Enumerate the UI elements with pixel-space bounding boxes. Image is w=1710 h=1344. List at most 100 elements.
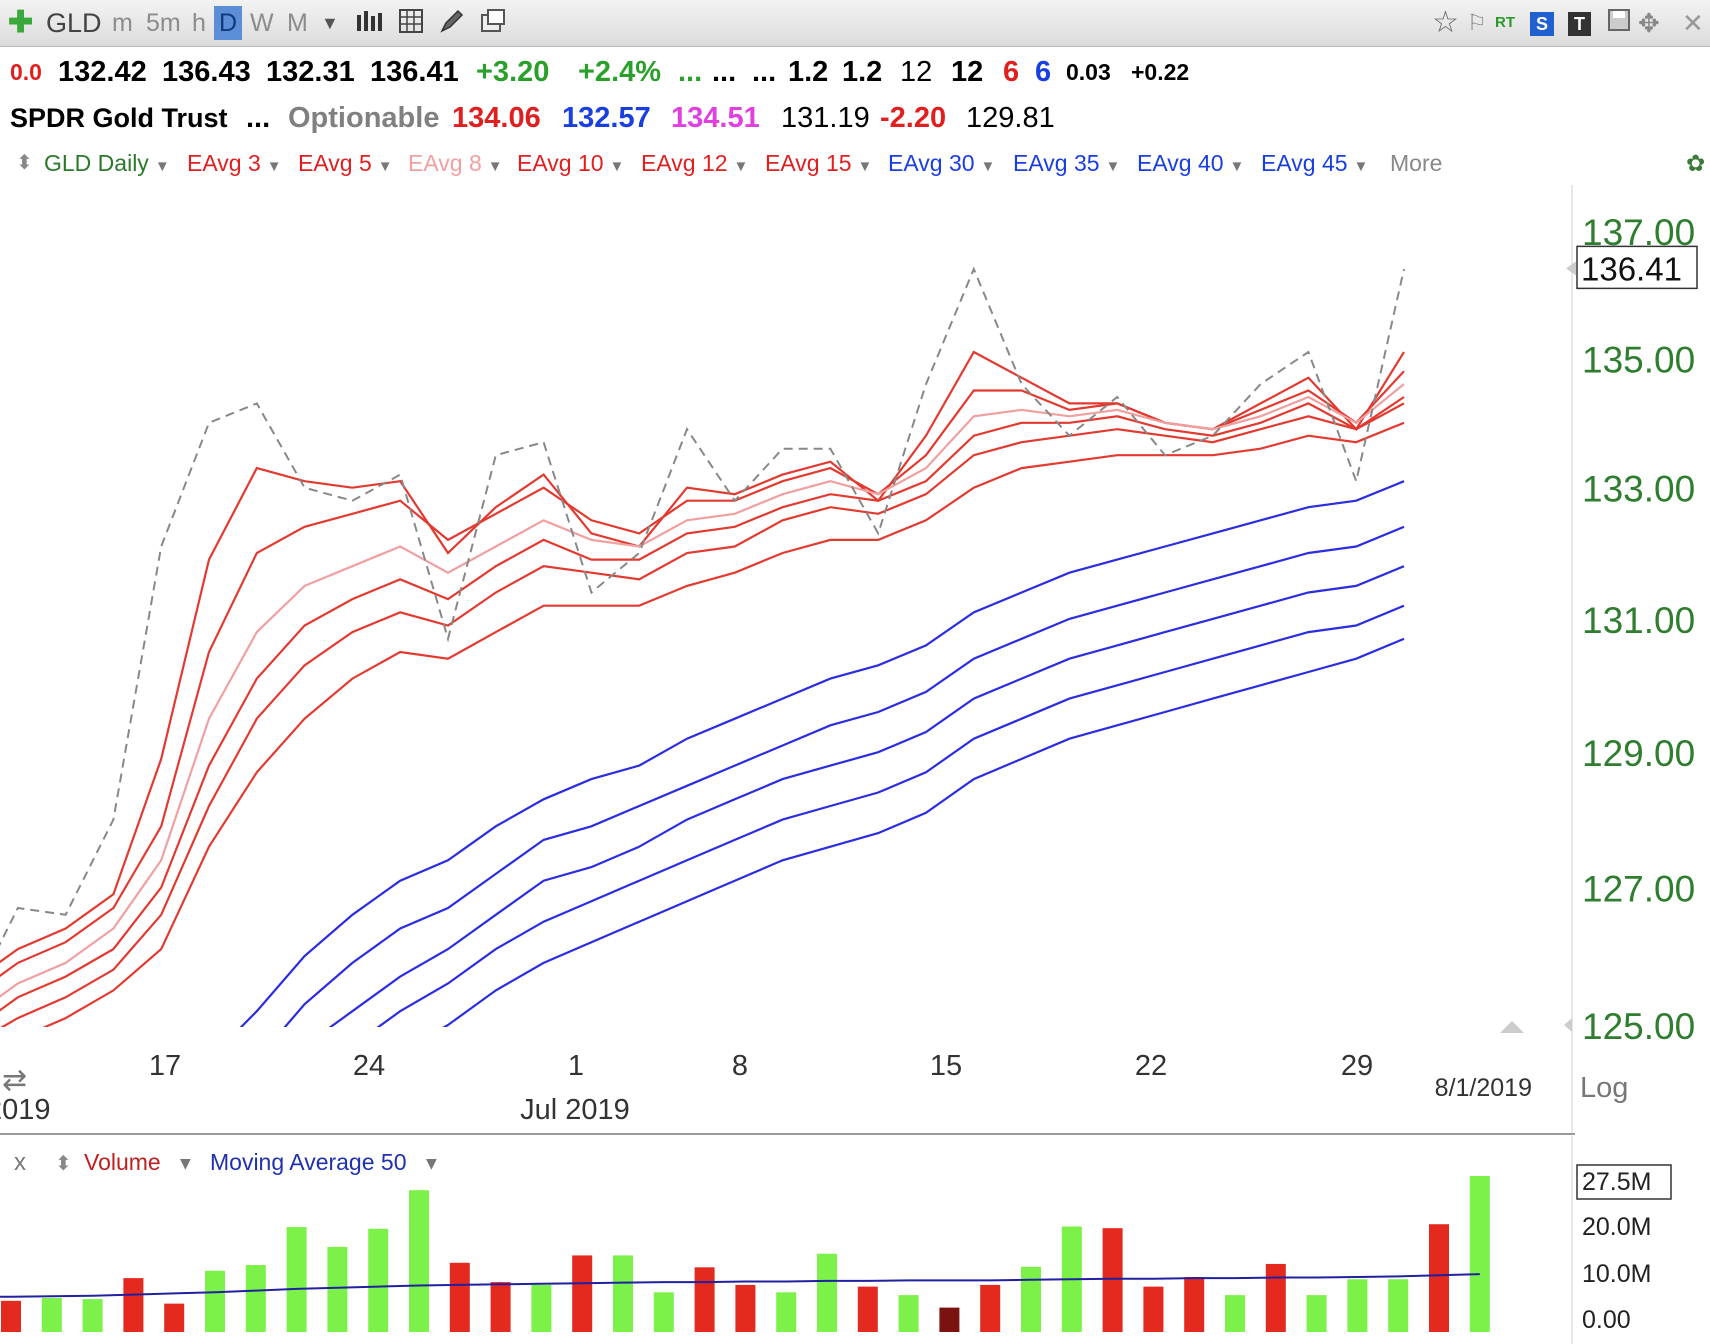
volume-bar [1265, 1263, 1286, 1332]
x-tick-label: 22 [1135, 1050, 1167, 1082]
study-item[interactable]: EAvg 45 ▼ [1261, 145, 1368, 185]
chart-toolbar: ✚ GLD m 5m h D W M ▼ ☆ ⚐ RT S T ✥ ✕ [0, 0, 1710, 47]
bar-chart-icon[interactable] [355, 7, 385, 40]
flag-icon[interactable]: ⚐ [1467, 10, 1487, 35]
quote-value: SPDR Gold Trust [10, 103, 228, 133]
volume-bar [41, 1297, 62, 1332]
quote-value: 1.2 [842, 56, 883, 88]
x-end-date-label: 8/1/2019 [1435, 1074, 1532, 1102]
quote-value: 136.43 [162, 56, 251, 88]
timeframe-minute[interactable]: m [112, 9, 133, 37]
last-price-box [1576, 245, 1698, 290]
study-item[interactable]: EAvg 8 ▼ [408, 145, 503, 185]
plus-icon[interactable]: ✚ [8, 6, 34, 39]
volume-bar [939, 1307, 960, 1332]
timeframe-weekly[interactable]: W [250, 9, 274, 37]
chevron-down-icon[interactable]: ▼ [1353, 158, 1369, 175]
s-toggle[interactable]: S [1530, 12, 1555, 36]
t-toggle[interactable]: T [1568, 12, 1591, 36]
quote-value: +0.22 [1131, 59, 1190, 85]
timeframe-hour[interactable]: h [192, 9, 206, 37]
panel-divider[interactable] [0, 1133, 1575, 1135]
volume-tick-label: 27.5M [1582, 1168, 1651, 1196]
grid-icon[interactable] [398, 7, 426, 42]
timeframe-5min[interactable]: 5m [146, 9, 181, 37]
log-scale-toggle[interactable]: Log [1580, 1072, 1628, 1104]
volume-bar [1184, 1276, 1205, 1332]
chevron-down-icon[interactable]: ▼ [733, 158, 749, 175]
palette-icon[interactable]: ✿ [1686, 150, 1706, 176]
study-item[interactable]: EAvg 3 ▼ [187, 145, 282, 185]
chevron-down-icon[interactable]: ▼ [154, 158, 170, 175]
study-item[interactable]: EAvg 35 ▼ [1013, 145, 1120, 185]
study-item[interactable]: EAvg 30 ▼ [888, 145, 995, 185]
close-icon[interactable]: ✕ [1682, 8, 1704, 38]
study-item[interactable]: GLD Daily ▼ [44, 145, 170, 185]
star-icon[interactable]: ☆ [1432, 6, 1459, 39]
volume-bar [898, 1295, 919, 1332]
chevron-down-icon[interactable]: ▼ [1229, 158, 1245, 175]
x-tick-label: 1 [568, 1050, 584, 1082]
chevron-down-icon[interactable]: ▼ [857, 158, 873, 175]
study-item[interactable]: EAvg 40 ▼ [1137, 145, 1244, 185]
chevron-down-icon[interactable]: ▼ [377, 158, 393, 175]
moving-average-label[interactable]: Moving Average 50 [210, 1149, 407, 1175]
move-icon[interactable]: ✥ [1638, 8, 1660, 38]
volume-bar [1, 1300, 21, 1332]
x-period-label: 2019 [0, 1094, 51, 1126]
volume-study-label[interactable]: Volume [84, 1149, 161, 1175]
refresh-icon[interactable]: ⇄ [2, 1063, 27, 1098]
chevron-down-icon[interactable]: ▼ [426, 1156, 437, 1172]
y-tick-label: 131.00 [1582, 600, 1695, 641]
chevron-down-icon[interactable]: ▼ [180, 1156, 191, 1172]
scroll-up-icon[interactable] [1500, 1021, 1524, 1033]
x-period-label: Jul 2019 [520, 1094, 630, 1126]
volume-bar [123, 1278, 144, 1332]
volume-tick-label: 0.00 [1582, 1306, 1631, 1334]
timeframe-monthly[interactable]: M [287, 9, 308, 37]
volume-bar [164, 1303, 185, 1332]
panel-scroll-icon[interactable]: ⬍ [55, 1151, 72, 1175]
chart-scroll-icon[interactable]: ⬍ [16, 152, 33, 174]
ema-line-blue [283, 525, 1405, 1027]
study-label: EAvg 35 [1013, 150, 1100, 176]
study-label: EAvg 40 [1137, 150, 1224, 176]
study-item[interactable]: EAvg 5 ▼ [298, 145, 393, 185]
ema-line-red [0, 383, 1405, 998]
study-label: EAvg 15 [765, 150, 852, 176]
volume-bar [572, 1255, 593, 1332]
save-icon[interactable] [1607, 7, 1631, 40]
more-studies-button[interactable]: More [1390, 150, 1443, 176]
pencil-icon[interactable] [438, 7, 466, 42]
study-bar: ⬍ GLD Daily ▼ EAvg 3 ▼ EAvg 5 ▼ EAvg 8 ▼ EAvg 10… [0, 143, 1705, 185]
chevron-down-icon[interactable]: ▼ [1105, 158, 1121, 175]
volume-bar [1469, 1176, 1490, 1332]
timeframe-daily[interactable]: D [214, 6, 243, 40]
study-label: EAvg 3 [187, 150, 261, 176]
chevron-down-icon[interactable]: ▼ [321, 13, 339, 33]
quote-value: ... [678, 56, 703, 88]
price-chart[interactable]: 137.00135.00133.00131.00129.00127.00125.… [0, 185, 1710, 1135]
volume-panel[interactable]: 27.5M 20.0M 10.0M 0.00 x ⬍ Volume ▼ Moving Aver… [0, 1136, 1710, 1344]
volume-bar [327, 1246, 348, 1332]
study-item[interactable]: EAvg 12 ▼ [641, 145, 748, 185]
study-item[interactable]: EAvg 15 ▼ [765, 145, 872, 185]
chevron-down-icon[interactable]: ▼ [487, 158, 503, 175]
volume-bar [817, 1253, 837, 1332]
copy-icon[interactable] [478, 7, 508, 42]
symbol-input[interactable]: GLD [46, 8, 102, 38]
x-tick-label: 8 [732, 1050, 748, 1082]
quote-value: 0.03 [1066, 59, 1111, 85]
realtime-toggle[interactable]: RT [1495, 14, 1515, 31]
volume-bar [1225, 1295, 1245, 1332]
chevron-down-icon[interactable]: ▼ [609, 158, 625, 175]
study-label: EAvg 30 [888, 150, 975, 176]
volume-bar [490, 1282, 511, 1332]
close-panel-button[interactable]: x [14, 1149, 26, 1176]
study-item[interactable]: EAvg 10 ▼ [517, 145, 624, 185]
quote-line-prices: 0.0 132.42 136.43 132.31 136.41 +3.20 +2.4%...… [0, 50, 1560, 94]
volume-bar [82, 1299, 103, 1332]
chevron-down-icon[interactable]: ▼ [980, 158, 996, 175]
chevron-down-icon[interactable]: ▼ [266, 158, 282, 175]
x-tick-label: 29 [1341, 1050, 1373, 1082]
